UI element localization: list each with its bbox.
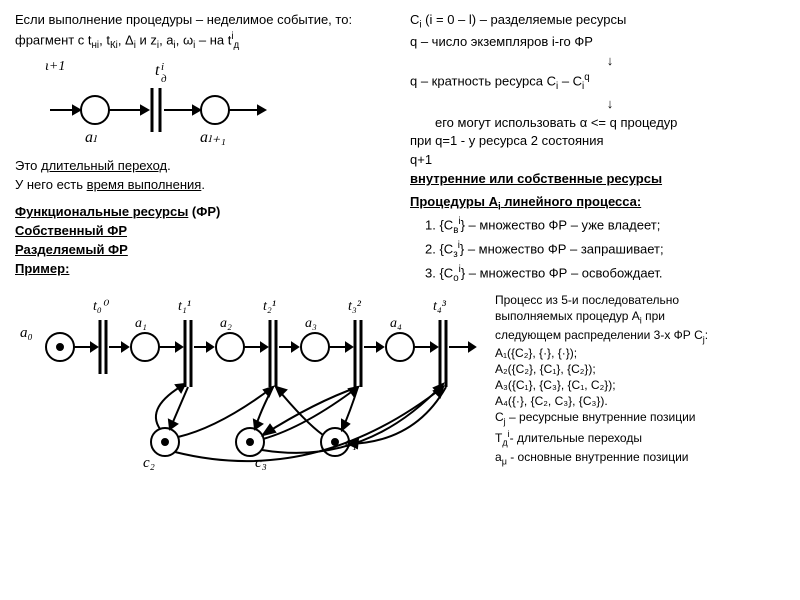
r-line-3: q – кратность ресурса Ci – Ciq <box>410 72 785 94</box>
r-arrow-1: ↓ <box>410 53 785 70</box>
svg-text:a₀: a₀ <box>20 325 33 341</box>
r-arrow-2: ↓ <box>410 96 785 113</box>
svg-text:c₃: c₃ <box>255 455 267 471</box>
proc-item-3: 3. {Cоi} – множество ФР – освобождает. <box>410 264 785 286</box>
left-column: Если выполнение процедуры – неделимое со… <box>15 10 390 287</box>
bt-3: следующем распределении 3-х ФР Сj: <box>495 328 785 346</box>
intro-line-1: Если выполнение процедуры – неделимое со… <box>15 12 390 29</box>
svg-text:t₀⁰: t₀⁰ <box>93 299 110 314</box>
bt-1: Процесс из 5-и последовательно <box>495 293 785 308</box>
r-line-1: Ci (i = 0 – l) – разделяемые ресурсы <box>410 12 785 32</box>
bt-2: выполняемых процедур Ai при <box>495 309 785 327</box>
bt-am: aμ - основные внутренние позиции <box>495 450 785 468</box>
long-transition-line: Это длительный переход. <box>15 158 390 175</box>
svg-text:t₂¹: t₂¹ <box>263 299 276 314</box>
fr-title: Функциональные ресурсы (ФР) <box>15 204 390 221</box>
bt-cj: Сj – ресурсные внутренние позиции <box>495 410 785 428</box>
r-line-5: при q=1 - у ресурса 2 состояния <box>410 133 785 150</box>
shared-fr: Разделяемый ФР <box>15 242 390 259</box>
diagram-2: a₀ t₀⁰ t₁¹ t₂¹ t₃² t₄³ a₁ a₂ a₃ a₄ <box>15 292 485 490</box>
svg-text:c₂: c₂ <box>143 455 155 471</box>
bottom-text: Процесс из 5-и последовательно выполняем… <box>495 292 785 490</box>
svg-text:t₃²: t₃² <box>348 299 362 314</box>
svg-text:t₁¹: t₁¹ <box>178 299 191 314</box>
bt-a4: A₄({·}, {C₂, C₃}, {C₃}). <box>495 394 785 409</box>
svg-text:a₄: a₄ <box>390 316 402 331</box>
svg-text:a₁: a₁ <box>135 316 147 331</box>
d1-lplus1: ι+1 <box>45 60 65 74</box>
proc-item-1: 1. {Cвi} – множество ФР – уже владеет; <box>410 216 785 238</box>
proc-item-2: 2. {Cзi} – множество ФР – запрашивает; <box>410 240 785 262</box>
svg-text:a₃: a₃ <box>305 316 317 331</box>
bt-a3: A₃({C₁}, {C₃}, {C₁, C₂}); <box>495 378 785 393</box>
bt-a2: A₂({C₂}, {C₁}, {C₂}); <box>495 362 785 377</box>
bt-td: Tдi- длительные переходы <box>495 429 785 449</box>
svg-text:a₂: a₂ <box>220 316 232 331</box>
d1-t-label: t <box>155 62 160 79</box>
example-label: Пример: <box>15 261 390 278</box>
r-line-7: внутренние или собственные ресурсы <box>410 171 785 188</box>
proc-title: Процедуры Ai линейного процесса: <box>410 194 785 214</box>
svg-text:i: i <box>161 61 164 73</box>
d1-al1: aₗ₊₁ <box>200 129 226 146</box>
bt-a1: A₁({C₂}, {·}, {·}); <box>495 346 785 361</box>
own-fr: Собственный ФР <box>15 223 390 240</box>
exec-time-line: У него есть время выполнения. <box>15 177 390 194</box>
svg-text:t₄³: t₄³ <box>433 299 447 314</box>
intro-line-2: фрагмент с tнi, tКi, Δi и zi, ai, ωi – н… <box>15 31 390 53</box>
diagram-1: ι+1 t i д <box>40 60 390 150</box>
d1-al: aₗ <box>85 129 97 146</box>
r-line-2: q – число экземпляров i-го ФР <box>410 34 785 51</box>
r-line-4: его могут использовать α <= q процедур <box>410 115 785 132</box>
svg-text:д: д <box>161 73 167 85</box>
r-line-6: q+1 <box>410 152 785 169</box>
right-column: Ci (i = 0 – l) – разделяемые ресурсы q –… <box>410 10 785 287</box>
